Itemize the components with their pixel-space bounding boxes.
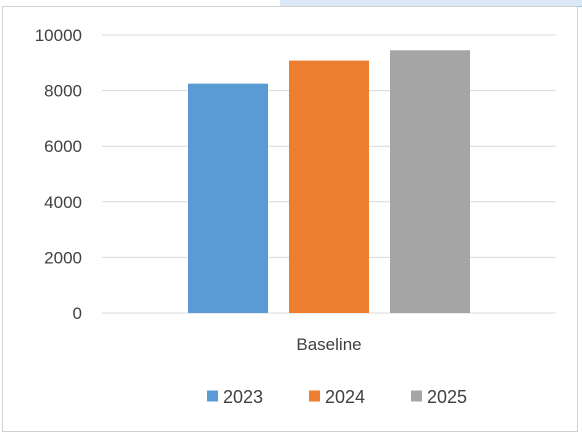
x-axis-tick-labels: Baseline (296, 335, 361, 354)
legend-item-2024: 2024 (309, 387, 365, 407)
y-tick-label-10000: 10000 (35, 26, 82, 45)
bar-2024-baseline (289, 60, 369, 313)
bar-2023-baseline (188, 83, 268, 314)
legend-label-2024: 2024 (325, 387, 365, 407)
legend-label-2025: 2025 (427, 387, 467, 407)
bar-2025-baseline (390, 50, 470, 313)
legend-swatch-2024 (309, 390, 320, 402)
y-axis-tick-labels: 0 2000 4000 6000 8000 10000 (35, 26, 82, 323)
legend-swatch-2023 (207, 390, 218, 402)
legend-label-2023: 2023 (223, 387, 263, 407)
bars (188, 50, 470, 314)
y-tick-label-0: 0 (73, 304, 82, 323)
y-tick-label-2000: 2000 (44, 248, 82, 267)
legend: 2023 2024 2025 (207, 387, 467, 407)
legend-item-2023: 2023 (207, 387, 263, 407)
y-tick-label-4000: 4000 (44, 193, 82, 212)
legend-swatch-2025 (411, 390, 422, 402)
x-tick-label-baseline: Baseline (296, 335, 361, 354)
y-tick-label-6000: 6000 (44, 137, 82, 156)
y-tick-label-8000: 8000 (44, 82, 82, 101)
legend-item-2025: 2025 (411, 387, 467, 407)
